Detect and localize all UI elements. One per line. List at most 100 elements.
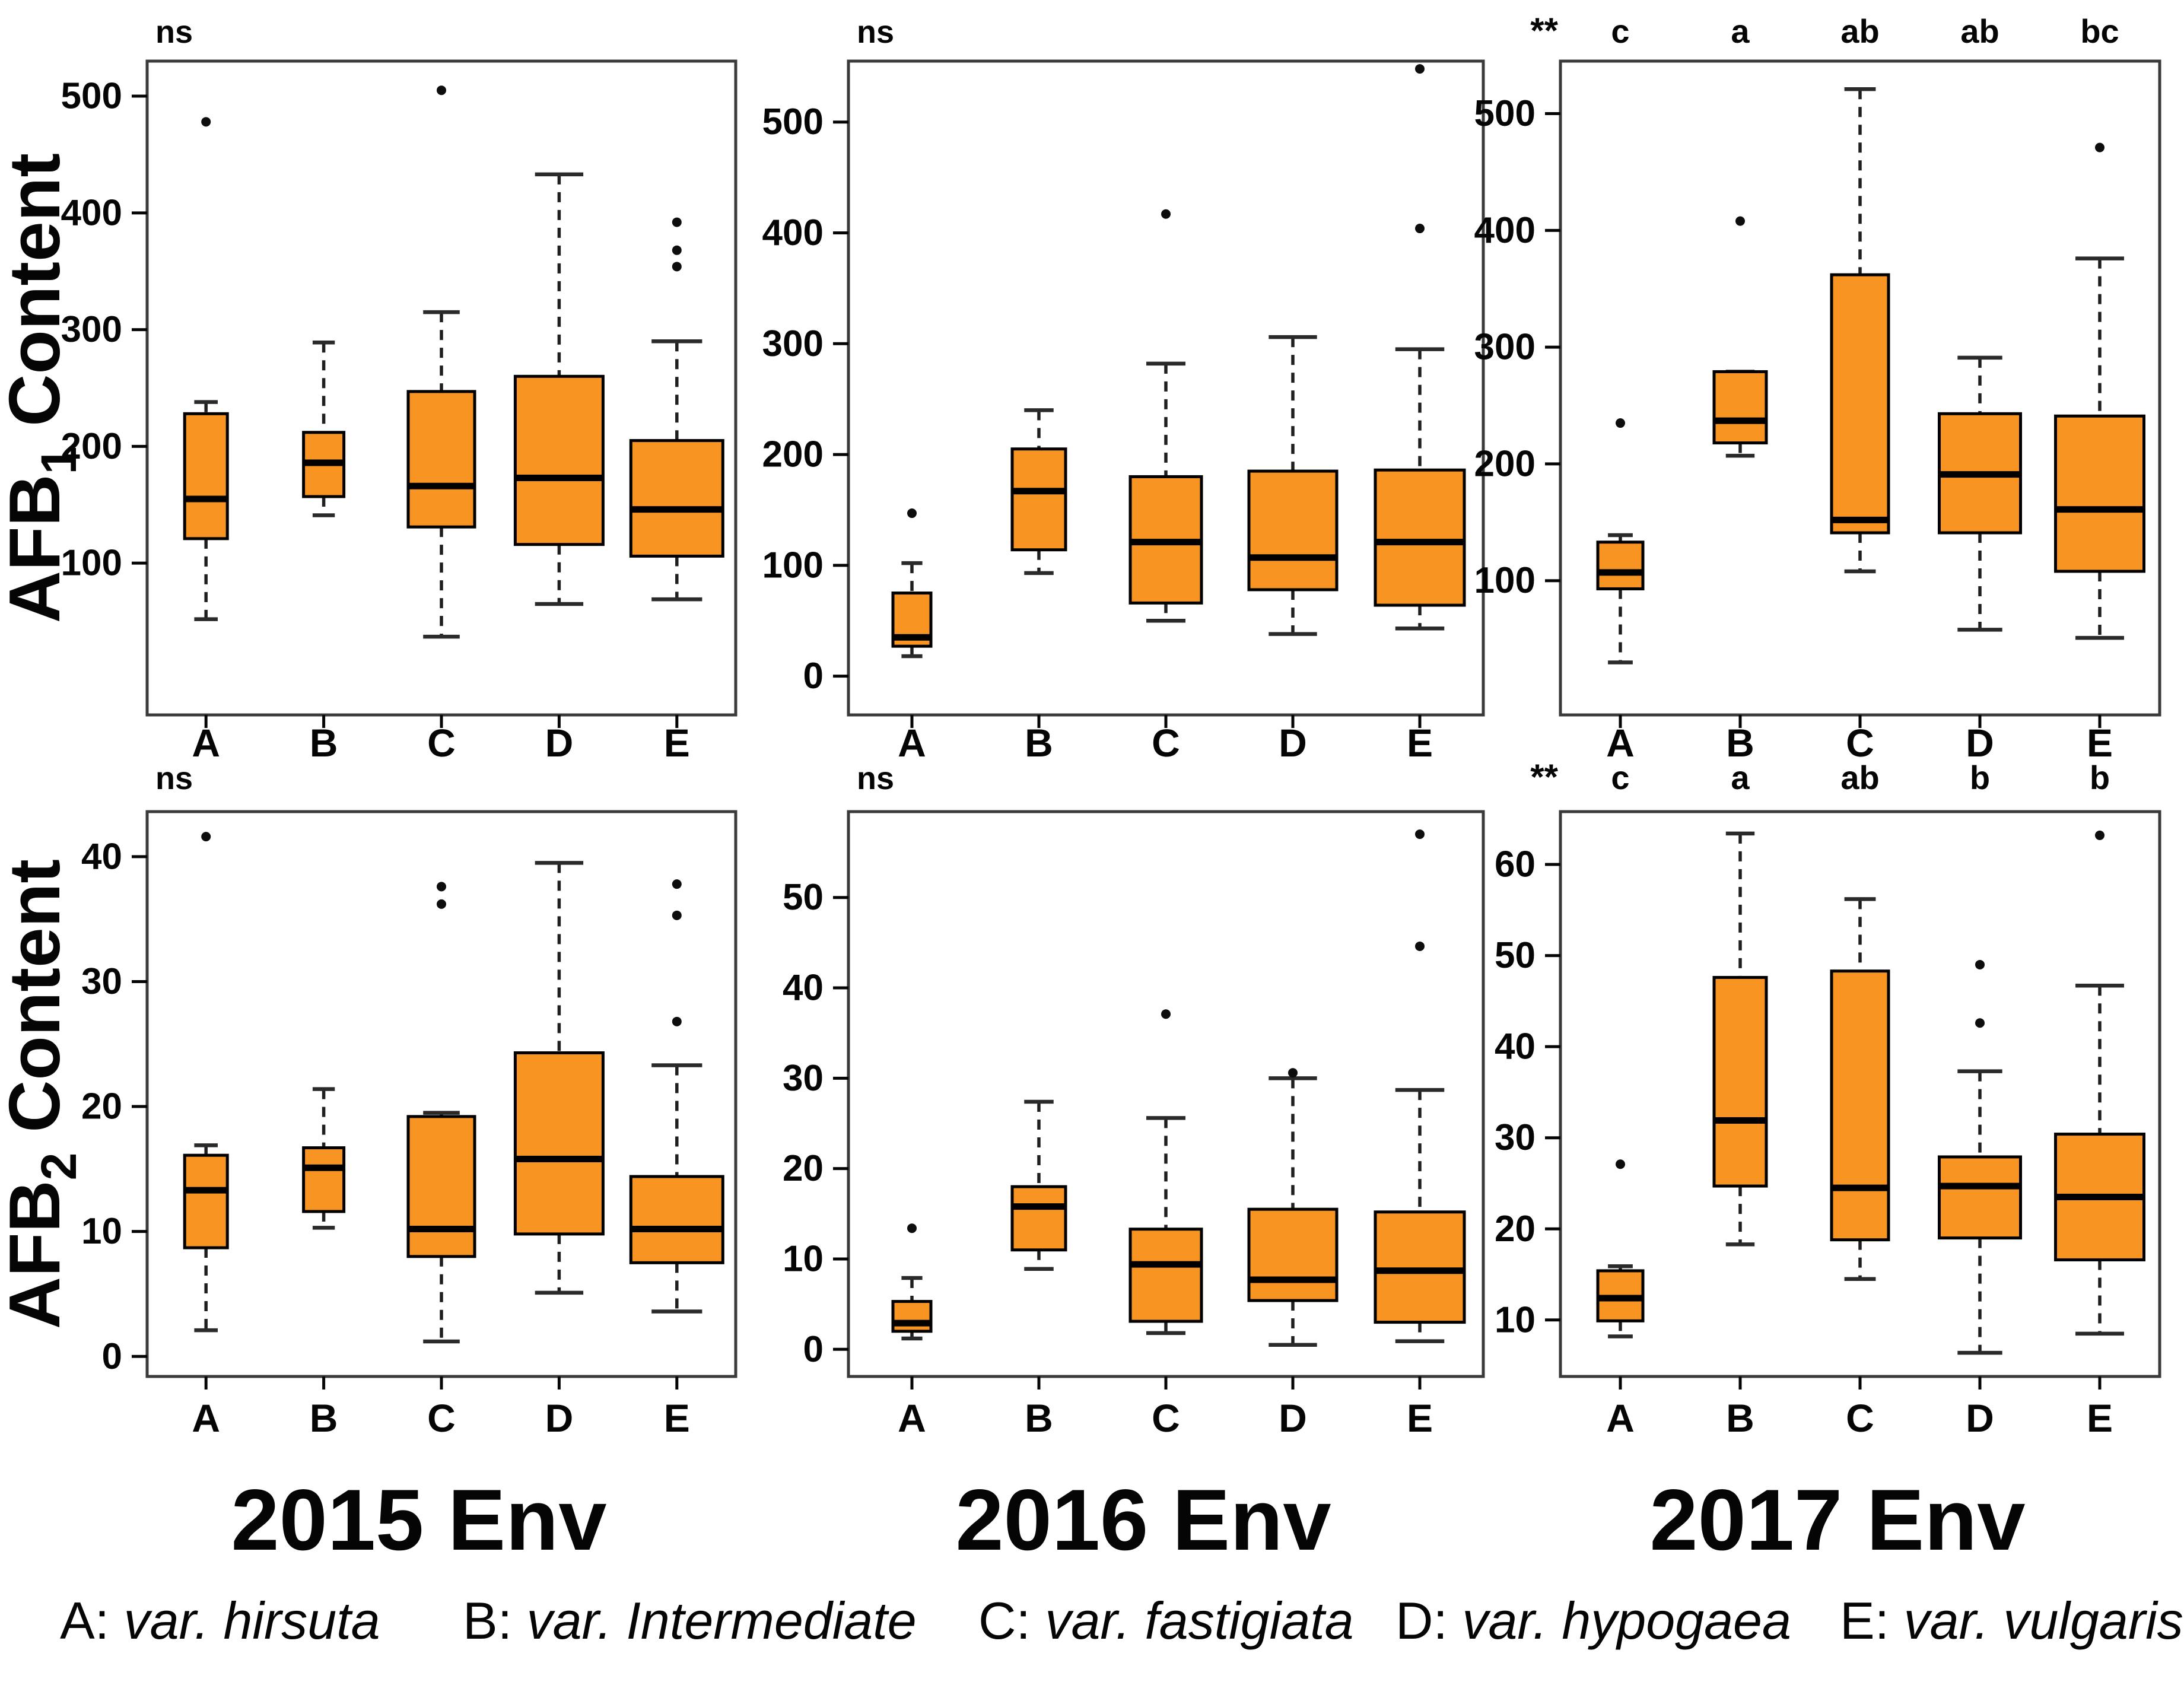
outlier-dot: [672, 262, 682, 272]
x-category-label: E: [2087, 1396, 2113, 1440]
axis-title-subscript: 2: [31, 1153, 87, 1181]
axis-title-suffix: Content: [0, 153, 75, 447]
y-tick-label: 500: [1474, 93, 1536, 134]
panel-2016-afb2: 0 10 20 30 40 50 ns A B C D E: [783, 761, 1485, 1440]
legend-key: B:: [463, 1591, 527, 1650]
iqr-box: [1830, 273, 1890, 535]
x-category-label: E: [664, 1396, 690, 1440]
outlier-dot: [1616, 1159, 1625, 1169]
outlier-dot: [672, 879, 682, 889]
x-category-label: C: [1152, 721, 1180, 765]
significance-label: ns: [155, 14, 193, 50]
y-tick-label: 100: [61, 543, 122, 584]
y-tick-label: 60: [1495, 844, 1536, 885]
outlier-dot: [1288, 1068, 1298, 1078]
iqr-box: [1712, 370, 1768, 444]
y-tick-label: 0: [803, 1329, 824, 1370]
outlier-dot: [437, 899, 446, 909]
iqr-box: [1374, 468, 1466, 607]
y-tick-label: 40: [783, 968, 824, 1009]
legend-item-d: D: var. hypogaea: [1395, 1591, 1791, 1650]
outlier-dot: [907, 1223, 917, 1233]
axis-title-prefix: AFB: [0, 474, 75, 623]
legend-name: var. hypogaea: [1462, 1591, 1791, 1650]
group-letter: ab: [1840, 12, 1879, 50]
outlier-dot: [437, 85, 446, 96]
box-2016-afb1-b: B: [1010, 408, 1067, 765]
y-tick-label: 40: [1495, 1026, 1536, 1067]
iqr-box: [1010, 1185, 1067, 1252]
box-2017-afb2-b: B: [1712, 831, 1768, 1440]
env-title-2016: 2016 Env: [955, 1471, 1331, 1568]
box-2017-afb2-d: D: [1938, 959, 2022, 1440]
iqr-box: [183, 412, 229, 540]
panel-2015-afb2: 0 10 20 30 40 ns A B C D E: [81, 761, 737, 1440]
legend-name: var. fastigiata: [1045, 1591, 1353, 1650]
group-letter: bc: [2080, 12, 2119, 50]
x-category-label: A: [192, 721, 220, 765]
outlier-dot: [2095, 142, 2104, 152]
legend-item-a: A: var. hirsuta: [60, 1591, 380, 1650]
x-category-label: A: [192, 1396, 220, 1440]
outlier-dot: [1616, 418, 1625, 428]
box-2017-afb1-c: C: [1830, 87, 1890, 765]
box-2017-afb2-a: A: [1596, 1159, 1645, 1440]
group-letter: b: [1970, 759, 1990, 796]
y-tick-label: 10: [1495, 1299, 1536, 1340]
x-category-label: A: [1606, 1396, 1635, 1440]
x-category-label: E: [664, 721, 690, 765]
legend-name: var. vulgaris: [1904, 1591, 2183, 1650]
outlier-dot: [672, 217, 682, 227]
outlier-dot: [1735, 216, 1745, 226]
x-category-label: B: [1726, 721, 1754, 765]
outlier-dot: [672, 910, 682, 920]
y-tick-label: 20: [81, 1086, 122, 1127]
axis-title-subscript: 1: [31, 447, 87, 475]
x-category-label: B: [310, 721, 338, 765]
outlier-dot: [1975, 1018, 1985, 1028]
box-2017-afb1-e: E: [2054, 142, 2145, 765]
y-tick-label: 30: [81, 961, 122, 1002]
y-tick-label: 20: [783, 1148, 824, 1189]
y-tick-label: 400: [762, 212, 824, 253]
y-tick-label: 200: [762, 434, 824, 475]
iqr-box: [302, 1146, 346, 1213]
y-tick-label: 50: [1495, 935, 1536, 976]
iqr-box: [513, 374, 605, 546]
x-category-label: B: [1726, 1396, 1754, 1440]
y-tick-label: 50: [783, 877, 824, 918]
group-letter: a: [1731, 759, 1750, 796]
box-2015-afb2-a: A: [183, 832, 229, 1440]
legend-key: E:: [1840, 1591, 1904, 1650]
box-2015-afb1-d: D: [513, 172, 605, 765]
outlier-dot: [2095, 830, 2104, 840]
outlier-dot: [201, 832, 211, 842]
panel-2016-afb1: 0 100 200 300 400 500 ns A B C D E: [762, 14, 1485, 765]
box-2016-afb1-c: C: [1128, 209, 1203, 765]
y-tick-label: 200: [1474, 443, 1536, 484]
x-category-label: C: [1152, 1396, 1180, 1440]
y-tick-label: 20: [1495, 1209, 1536, 1249]
y-tick-label: 400: [1474, 210, 1536, 251]
box-2017-afb1-a: A: [1596, 418, 1645, 765]
box-2016-afb2-b: B: [1010, 1099, 1067, 1440]
y-tick-label: 300: [762, 323, 824, 364]
iqr-box: [1374, 1210, 1466, 1324]
iqr-box: [1596, 540, 1645, 590]
legend-key: C:: [978, 1591, 1045, 1650]
box-2015-afb1-a: A: [183, 117, 229, 765]
iqr-box: [1128, 1228, 1203, 1323]
group-letter: ab: [1840, 759, 1879, 796]
box-2016-afb1-d: D: [1247, 335, 1339, 765]
legend-key: A:: [60, 1591, 124, 1650]
box-2016-afb2-a: A: [891, 1223, 933, 1440]
significance-label: **: [1530, 11, 1558, 50]
outlier-dot: [1415, 941, 1425, 951]
x-category-label: D: [545, 721, 574, 765]
axis-title-suffix: Content: [0, 859, 75, 1153]
outlier-dot: [1415, 64, 1425, 74]
iqr-box: [183, 1153, 229, 1249]
iqr-box: [1247, 469, 1339, 592]
x-category-label: D: [1966, 721, 1994, 765]
